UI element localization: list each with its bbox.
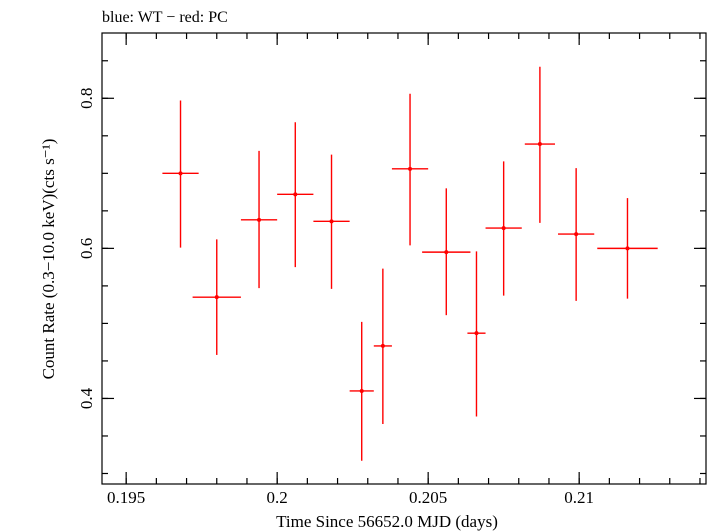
data-point <box>524 66 555 223</box>
y-axis-label: Count Rate (0.3−10.0 keV)(cts s⁻¹) <box>39 139 58 380</box>
data-point <box>597 198 658 299</box>
y-axis-ticks: 0.4 0.6 0.8 <box>77 60 706 475</box>
data-point <box>192 239 241 355</box>
point-marker <box>474 331 479 336</box>
data-point <box>467 251 486 417</box>
point-marker <box>359 388 364 393</box>
y-tick-label: 0.4 <box>77 387 96 409</box>
data-point <box>485 161 522 296</box>
data-point <box>240 150 278 289</box>
data-point <box>277 122 314 268</box>
point-marker <box>178 171 183 176</box>
data-point <box>162 100 199 248</box>
data-point <box>349 321 374 461</box>
point-marker <box>537 142 542 147</box>
point-marker <box>329 219 334 224</box>
data-point <box>422 188 471 316</box>
data-point <box>313 154 350 289</box>
point-marker <box>380 343 385 348</box>
plot-frame <box>101 32 707 485</box>
point-marker <box>625 246 630 251</box>
point-marker <box>257 217 262 222</box>
data-point <box>558 168 595 301</box>
point-marker <box>293 192 298 197</box>
chart-title: blue: WT − red: PC <box>102 9 228 26</box>
x-axis-ticks: 0.195 0.2 0.205 0.21 <box>107 33 701 507</box>
y-tick-label: 0.8 <box>77 88 96 109</box>
data-points <box>162 66 658 461</box>
data-point <box>373 268 392 424</box>
x-tick-label: 0.21 <box>564 488 594 507</box>
y-tick-label: 0.6 <box>77 238 96 259</box>
point-marker <box>574 232 579 237</box>
x-axis-label: Time Since 56652.0 MJD (days) <box>276 512 498 531</box>
point-marker <box>408 166 413 171</box>
point-marker <box>444 250 449 255</box>
x-tick-label: 0.195 <box>107 488 145 507</box>
x-tick-label: 0.2 <box>267 488 288 507</box>
point-marker <box>214 295 219 300</box>
point-marker <box>501 226 506 231</box>
x-tick-label: 0.205 <box>409 488 447 507</box>
data-point <box>391 93 429 246</box>
